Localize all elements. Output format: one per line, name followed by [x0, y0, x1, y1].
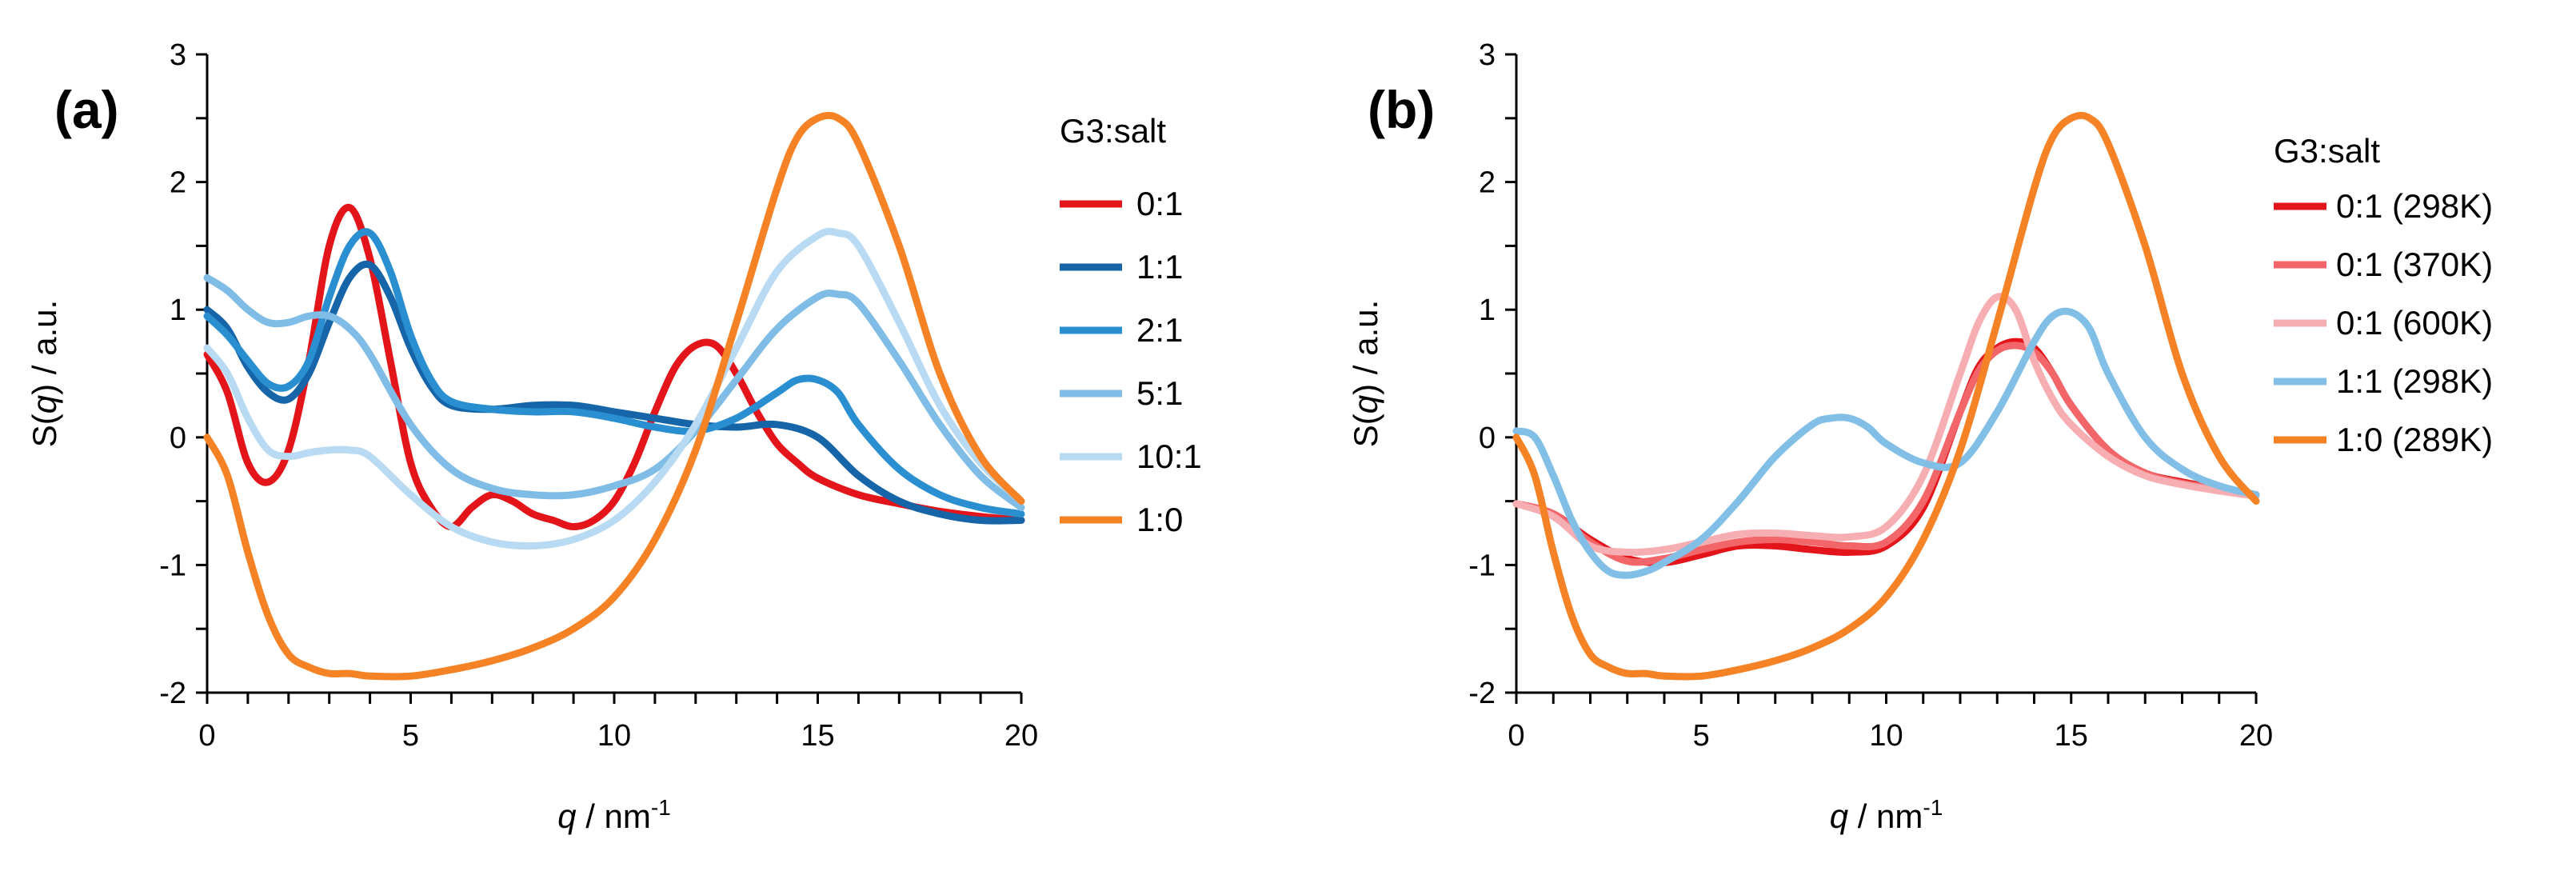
- legend-title: G3:salt: [1060, 112, 1166, 150]
- y-axis-title-prefix: S(: [1347, 414, 1384, 447]
- y-axis-title-suffix: ) / a.u.: [26, 300, 63, 395]
- legend-label: 0:1: [1136, 185, 1183, 222]
- y-axis-title-prefix: S(: [26, 414, 63, 447]
- series-line-0-1: [203, 203, 1025, 530]
- legend-item: 1:1: [1060, 248, 1183, 286]
- x-tick-label: 10: [597, 719, 631, 753]
- series-lines: [203, 111, 1025, 681]
- series-lines: [1512, 111, 2260, 681]
- x-axis-title: q / nm-1: [1830, 795, 1943, 835]
- legend-label: 1:0: [1136, 501, 1183, 538]
- y-tick-label: 0: [170, 422, 186, 455]
- series-line-5-1: [203, 274, 1025, 512]
- series-line-1-0: [203, 111, 1025, 681]
- y-tick-label: 3: [170, 38, 186, 72]
- x-tick-label: 0: [1508, 719, 1524, 753]
- y-axis-title-variable: q: [1347, 394, 1384, 414]
- legend-item: 0:1: [1060, 185, 1183, 222]
- legend-label: 0:1 (600K): [2336, 304, 2493, 342]
- panel-label: (a): [54, 80, 119, 139]
- legend-item: 5:1: [1060, 374, 1183, 412]
- x-axis-title-variable: q: [557, 797, 577, 835]
- x-tick-label: 15: [801, 719, 834, 753]
- y-tick-label: -1: [1468, 549, 1496, 582]
- legend-item: 1:0: [1060, 501, 1183, 538]
- legend-item: 0:1 (600K): [2274, 304, 2493, 342]
- x-tick-label: 20: [2239, 719, 2273, 753]
- y-tick-label: 3: [1479, 38, 1496, 72]
- axes: -2 -1 0 1 2 3 0 5 10 15 20: [159, 38, 1038, 753]
- axes: -2 -1 0 1 2 3 0 5 10 15 20: [1468, 38, 2273, 753]
- legend-label: 0:1 (370K): [2336, 246, 2493, 283]
- legend-label: 0:1 (298K): [2336, 187, 2493, 225]
- y-tick-label: 2: [1479, 166, 1496, 200]
- x-axis-title-exponent: -1: [1923, 795, 1943, 820]
- legend: G3:salt 0:1 1:1 2:1 5:1 10:1 1:0: [1060, 112, 1202, 538]
- legend-label: 2:1: [1136, 311, 1183, 349]
- legend-item: 0:1 (298K): [2274, 187, 2493, 225]
- legend-label: 1:1 (298K): [2336, 362, 2493, 400]
- x-tick-label: 15: [2055, 719, 2088, 753]
- y-tick-label: 2: [170, 166, 186, 200]
- y-tick-label: -2: [159, 677, 186, 710]
- series-line-1-1-298K: [1512, 307, 2260, 579]
- legend-label: 10:1: [1136, 438, 1202, 475]
- legend-item: 0:1 (370K): [2274, 246, 2493, 283]
- x-axis-title-variable: q: [1830, 797, 1849, 835]
- legend-label: 1:1: [1136, 248, 1183, 286]
- y-tick-label: -2: [1468, 677, 1496, 710]
- y-tick-label: 0: [1479, 422, 1496, 455]
- series-line-10-1: [203, 227, 1025, 550]
- y-tick-label: 1: [170, 294, 186, 327]
- legend-item: 1:1 (298K): [2274, 362, 2493, 400]
- y-axis-title: S(q) / a.u.: [1347, 300, 1384, 447]
- series-line-0-1-600K: [1512, 293, 2260, 557]
- series-line-2-1: [203, 228, 1025, 518]
- x-axis-title-exponent: -1: [651, 795, 671, 820]
- legend-item: 2:1: [1060, 311, 1183, 349]
- x-tick-label: 10: [1869, 719, 1903, 753]
- y-tick-label: 1: [1479, 294, 1496, 327]
- x-tick-label: 20: [1004, 719, 1038, 753]
- legend-label: 5:1: [1136, 374, 1183, 412]
- x-axis-title-unit: / nm: [1848, 797, 1923, 835]
- y-axis-title-variable: q: [26, 394, 63, 414]
- legend-item: 1:0 (289K): [2274, 421, 2493, 458]
- y-tick-label: -1: [159, 549, 186, 582]
- panel-label: (b): [1368, 80, 1435, 139]
- legend-title: G3:salt: [2274, 132, 2380, 170]
- legend-label: 1:0 (289K): [2336, 421, 2493, 458]
- y-axis-title-suffix: ) / a.u.: [1347, 300, 1384, 395]
- legend: G3:salt 0:1 (298K) 0:1 (370K) 0:1 (600K) 1:1…: [2274, 132, 2493, 458]
- y-axis-title: S(q) / a.u.: [26, 300, 63, 447]
- x-tick-label: 5: [1693, 719, 1710, 753]
- x-axis-title: q / nm-1: [557, 795, 671, 835]
- x-tick-label: 5: [402, 719, 419, 753]
- x-tick-label: 0: [198, 719, 215, 753]
- x-axis-title-unit: / nm: [577, 797, 651, 835]
- legend-item: 10:1: [1060, 438, 1202, 475]
- series-line-1-0-289K: [1512, 111, 2260, 681]
